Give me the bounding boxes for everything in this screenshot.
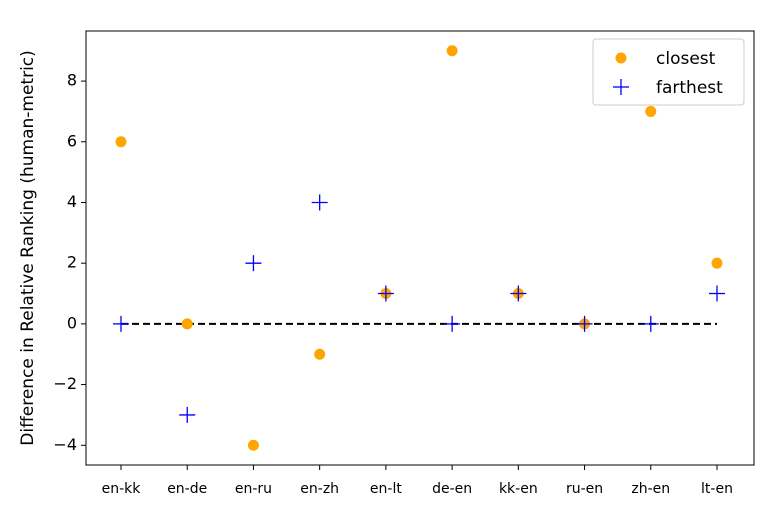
farthest-point — [510, 285, 527, 302]
x-tick-label: lt-en — [701, 481, 733, 497]
x-tick-label: de-en — [432, 481, 472, 497]
closest-point — [115, 136, 127, 148]
farthest-point — [311, 194, 328, 211]
closest-point — [446, 45, 458, 57]
y-tick-label: 2 — [67, 253, 77, 272]
y-ticks: −4 −2 0 2 4 6 8 — [53, 71, 86, 454]
closest-point — [181, 318, 193, 330]
x-tick-label: ru-en — [566, 481, 603, 497]
legend-farthest-label: farthest — [656, 78, 723, 98]
y-tick-label: 8 — [67, 71, 77, 90]
x-ticks: en-kk en-de en-ru en-zh en-lt de-en kk-en ru-en… — [102, 465, 733, 497]
closest-point — [314, 348, 326, 360]
y-tick-label: −2 — [53, 374, 77, 393]
plot-frame — [85, 30, 755, 466]
x-tick-label: en-zh — [300, 481, 339, 497]
legend-box — [592, 38, 745, 106]
x-tick-label: zh-en — [631, 481, 670, 497]
legend-farthest-marker — [613, 79, 629, 95]
marks-layer — [113, 45, 725, 451]
y-tick-label: −4 — [53, 435, 77, 454]
y-axis-label: Difference in Relative Ranking (human-me… — [18, 50, 38, 446]
legend-closest-marker — [615, 52, 627, 64]
axes-layer — [85, 30, 755, 466]
farthest-point — [245, 255, 262, 272]
x-tick-label: en-de — [167, 481, 207, 497]
closest-point — [711, 257, 723, 269]
x-tick-label: en-lt — [370, 481, 402, 497]
farthest-point — [576, 315, 593, 332]
x-tick-label: kk-en — [499, 481, 538, 497]
closest-point — [247, 439, 259, 451]
x-tick-label: en-kk — [102, 481, 142, 497]
legend-closest-label: closest — [656, 49, 716, 69]
y-tick-label: 0 — [67, 313, 77, 332]
legend: closest farthest — [592, 38, 745, 106]
y-tick-label: 4 — [67, 192, 77, 211]
x-tick-label: en-ru — [235, 481, 272, 497]
farthest-point — [113, 315, 129, 332]
closest-point — [645, 105, 657, 117]
farthest-point — [709, 285, 725, 302]
farthest-point — [444, 315, 461, 332]
farthest-point — [642, 315, 659, 332]
farthest-point — [377, 285, 394, 302]
y-tick-label: 6 — [67, 131, 77, 150]
farthest-point — [179, 406, 196, 423]
